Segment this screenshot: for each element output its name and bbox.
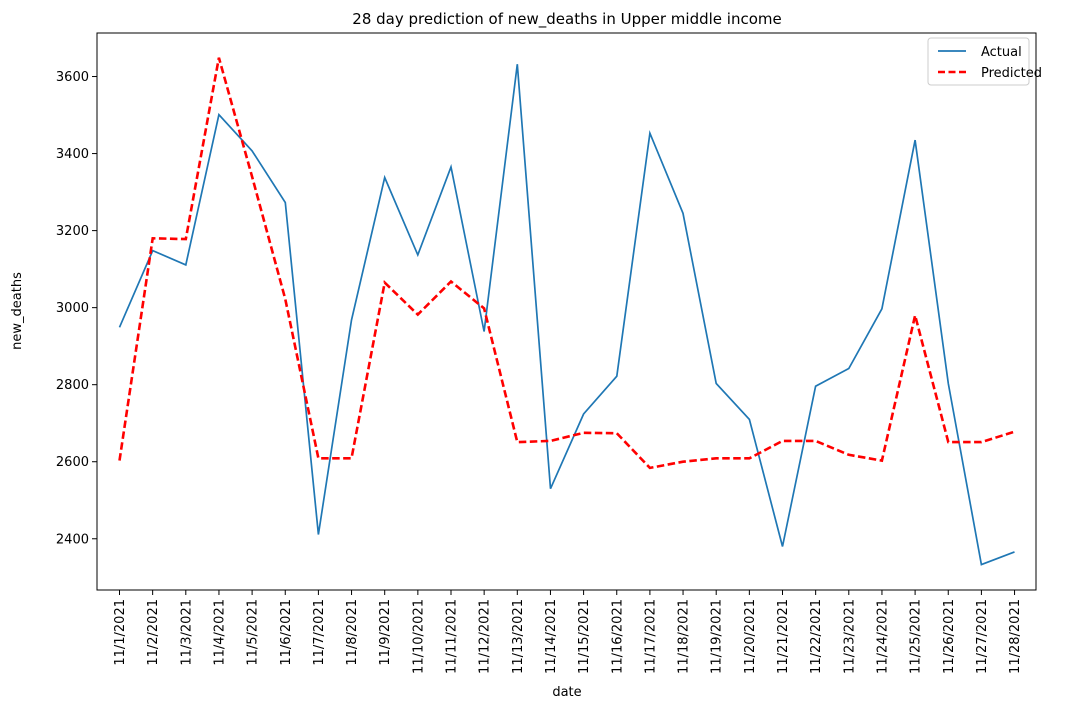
x-tick-label: 11/6/2021 [279,599,294,666]
y-axis: 2400 2600 2800 3000 3200 3400 3600 [56,70,97,547]
x-tick-label: 11/4/2021 [212,599,227,666]
y-tick-label: 3000 [56,301,89,316]
x-tick-label: 11/21/2021 [776,599,791,674]
x-tick-label: 11/25/2021 [909,599,924,674]
x-tick-label: 11/10/2021 [411,599,426,674]
y-tick-label: 2600 [56,455,89,470]
x-tick-label: 11/27/2021 [975,599,990,674]
y-tick-label: 3400 [56,147,89,162]
plot-frame [96,32,1037,591]
x-tick-label: 11/28/2021 [1008,599,1023,674]
x-tick-label: 11/14/2021 [544,599,559,674]
y-tick-label: 2400 [56,532,89,547]
x-tick-label: 11/9/2021 [378,599,393,666]
x-tick-label: 11/23/2021 [842,599,857,674]
x-tick-label: 11/17/2021 [643,599,658,674]
x-tick-label: 11/24/2021 [875,599,890,674]
x-tick-label: 11/11/2021 [445,599,460,674]
x-tick-label: 11/7/2021 [312,599,327,666]
legend-actual-label: Actual [981,45,1022,60]
x-axis: 11/1/2021 11/2/2021 11/3/2021 11/4/2021 11/5… [113,590,1023,674]
x-tick-label: 11/26/2021 [942,599,957,674]
x-tick-label: 11/1/2021 [113,599,128,666]
x-tick-label: 11/2/2021 [146,599,161,666]
legend: Actual Predicted [927,37,1042,86]
x-axis-label: date [552,685,581,700]
y-axis-label: new_deaths [10,272,25,350]
y-tick-label: 3200 [56,224,89,239]
x-tick-label: 11/20/2021 [743,599,758,674]
x-tick-label: 11/8/2021 [345,599,360,666]
y-tick-label: 2800 [56,378,89,393]
x-tick-label: 11/15/2021 [577,599,592,674]
x-tick-label: 11/19/2021 [710,599,725,674]
x-tick-label: 11/3/2021 [179,599,194,666]
plot-area [96,32,1037,591]
series-layer [118,57,1015,566]
x-tick-label: 11/13/2021 [511,599,526,674]
x-tick-label: 11/5/2021 [246,599,261,666]
x-tick-label: 11/12/2021 [478,599,493,674]
chart-title: 28 day prediction of new_deaths in Upper… [352,10,781,29]
y-tick-label: 3600 [56,70,89,85]
legend-predicted-label: Predicted [981,66,1042,81]
series-line-predicted [118,57,1015,470]
x-tick-label: 11/16/2021 [610,599,625,674]
x-tick-label: 11/18/2021 [677,599,692,674]
series-line-actual [118,64,1015,566]
x-tick-label: 11/22/2021 [809,599,824,674]
